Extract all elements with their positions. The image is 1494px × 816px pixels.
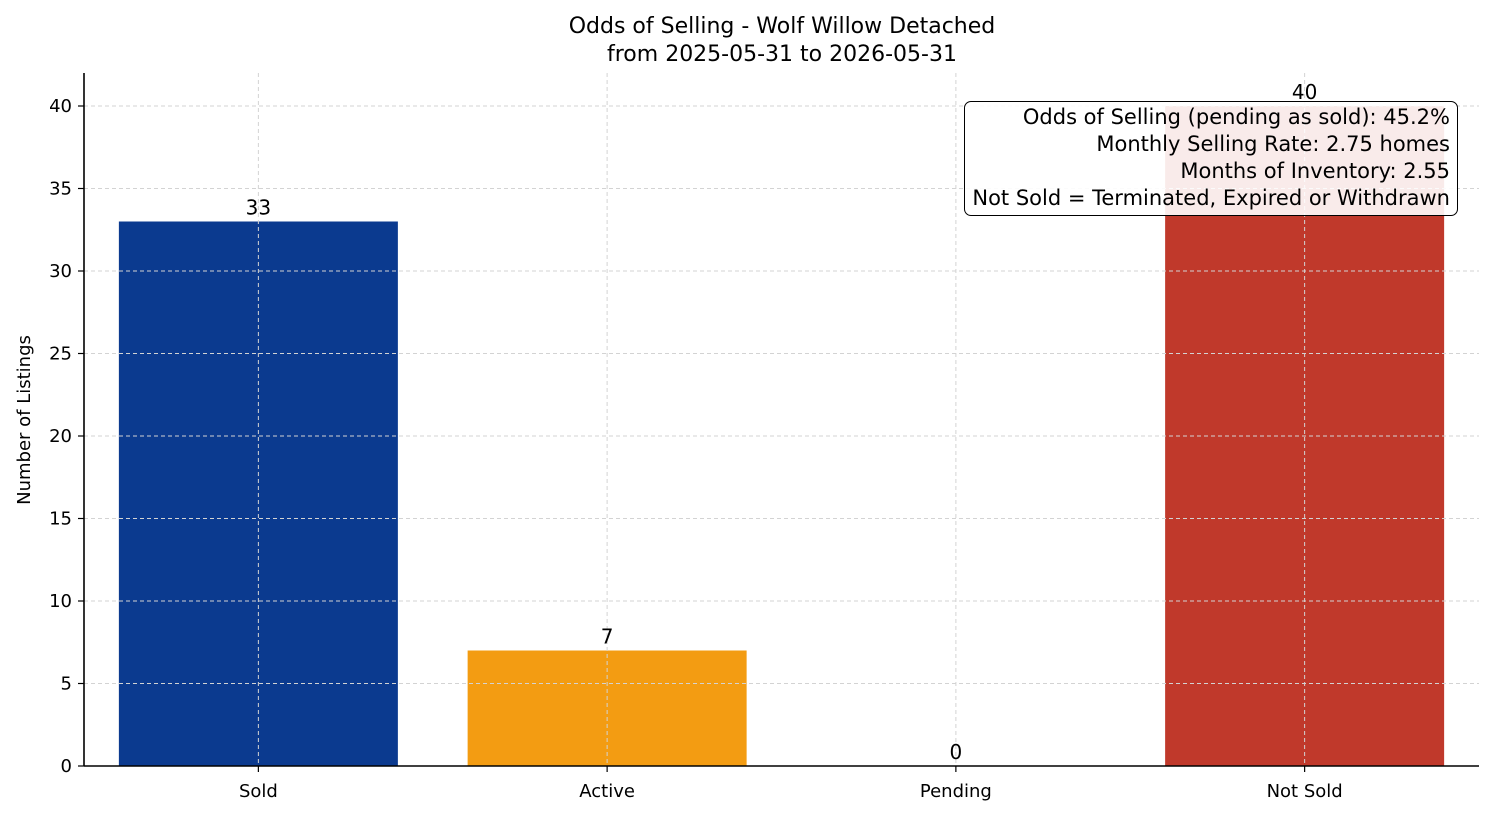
stats-annotation-box: Odds of Selling (pending as sold): 45.2%… xyxy=(964,101,1458,216)
chart-title: Odds of Selling - Wolf Willow Detached xyxy=(569,14,996,39)
odds-of-selling-text: Odds of Selling (pending as sold): 45.2% xyxy=(1022,105,1450,129)
y-tick-label: 40 xyxy=(49,96,72,117)
y-tick-label: 35 xyxy=(49,179,72,200)
not-sold-definition-text: Not Sold = Terminated, Expired or Withdr… xyxy=(972,186,1450,210)
months-of-inventory-text: Months of Inventory: 2.55 xyxy=(1180,159,1450,183)
bar-labels: 33 7 0 40 xyxy=(246,80,1318,764)
y-tick-label: 15 xyxy=(49,509,72,530)
bar-value-label: 7 xyxy=(601,625,614,649)
monthly-selling-rate-text: Monthly Selling Rate: 2.75 homes xyxy=(1096,132,1450,156)
y-tick-label: 5 xyxy=(61,674,72,695)
x-tick-label: Sold xyxy=(239,781,278,802)
bar-value-label: 40 xyxy=(1292,80,1317,104)
chart-subtitle: from 2025-05-31 to 2026-05-31 xyxy=(607,42,957,67)
x-tick-label: Active xyxy=(579,781,635,802)
y-axis-label: Number of Listings xyxy=(14,335,35,505)
y-tick-label: 20 xyxy=(49,426,72,447)
x-tick-label: Pending xyxy=(920,781,992,802)
bar-value-label: 33 xyxy=(246,196,271,220)
y-tick-label: 10 xyxy=(49,591,72,612)
bar-value-label: 0 xyxy=(950,740,963,764)
y-tick-label: 25 xyxy=(49,344,72,365)
y-tick-label: 0 xyxy=(61,756,72,777)
y-tick-label: 30 xyxy=(49,261,72,282)
x-tick-label: Not Sold xyxy=(1267,781,1343,802)
axes: 0 5 10 15 20 25 30 35 40 Sold Active Pending Not Sol… xyxy=(49,73,1479,802)
